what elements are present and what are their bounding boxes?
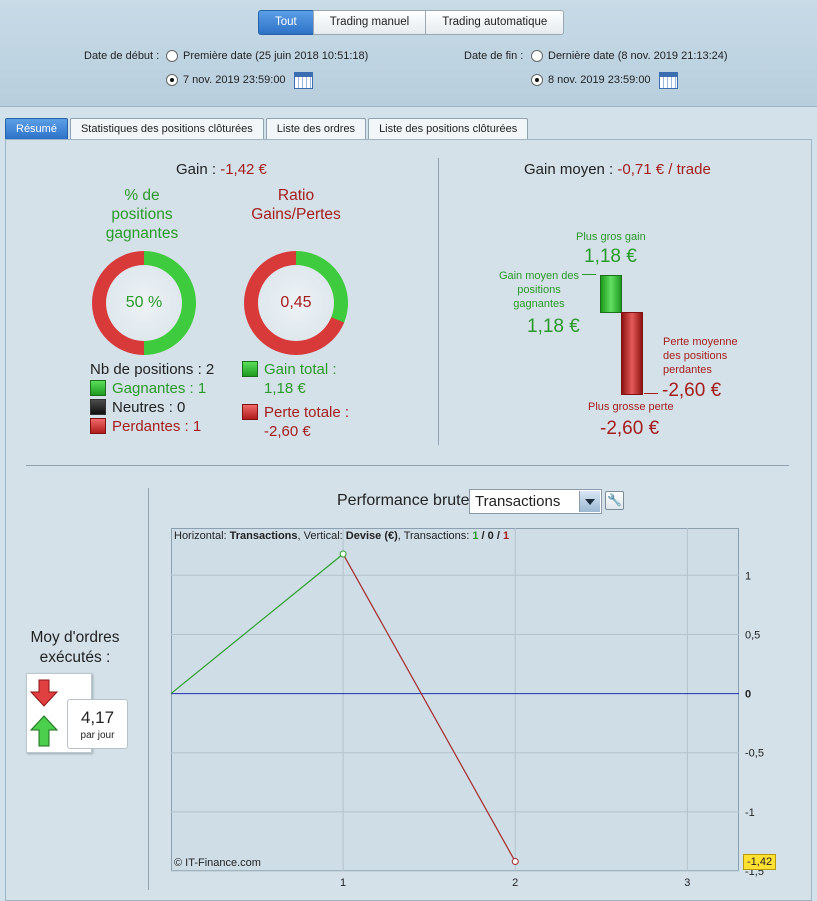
total-loss-value: -2,60 € [264, 423, 311, 440]
avg-win-label: Gain moyen des positions gagnantes [498, 270, 580, 310]
biggest-gain-value: 1,18 € [584, 246, 637, 267]
biggest-loss-value: -2,60 € [600, 418, 660, 439]
x-tick-label: 3 [684, 877, 690, 889]
total-gain-icon [242, 361, 258, 377]
chart-info-separator: / [493, 530, 503, 542]
chart-info-t-label: , Transactions: [397, 530, 473, 542]
section-divider [26, 465, 789, 466]
chart-info-v-label: , Vertical: [297, 530, 346, 542]
gain-label: Gain : [176, 161, 217, 178]
date-end-custom-radio[interactable] [531, 74, 543, 86]
ratio-value: 0,45 [258, 265, 334, 341]
avg-gain-header: Gain moyen : -0,71 € / trade [524, 161, 711, 178]
total-loss-icon [242, 404, 258, 420]
winning-legend-icon [90, 380, 106, 396]
total-loss-label: Perte totale : [264, 404, 350, 421]
ratio-title: Ratio Gains/Pertes [251, 187, 341, 223]
tab-closed-positions[interactable]: Liste des positions clôturées [368, 118, 529, 139]
y-tick-label: 0 [745, 689, 751, 701]
tab-orders[interactable]: Liste des ordres [265, 118, 367, 139]
tab-closed-stats[interactable]: Statistiques des positions clôturées [69, 118, 264, 139]
avg-gain-label: Gain moyen : [524, 161, 614, 178]
date-end-label: Date de fin : [464, 50, 524, 62]
avg-win-value: 1,18 € [527, 316, 580, 337]
losing-count: Perdantes : 1 [112, 418, 202, 435]
avg-loss-bar [621, 312, 643, 395]
avg-gain-value: -0,71 € / trade [617, 161, 711, 178]
y-tick-label: -0,5 [745, 748, 764, 760]
date-start-first-radio[interactable] [166, 50, 178, 62]
nb-positions: Nb de positions : 2 [90, 361, 215, 378]
y-tick-label: -1 [745, 807, 755, 819]
orders-value-card: 4,17 par jour [67, 699, 128, 749]
total-gain-value: 1,18 € [264, 380, 306, 397]
neutral-legend-icon [90, 399, 106, 415]
performance-chart: Horizontal: Transactions, Vertical: Devi… [171, 528, 739, 871]
date-end-last-label: Dernière date (8 nov. 2019 21:13:24) [548, 50, 728, 62]
chart-info-neutral-count: 0 [487, 530, 494, 542]
total-gain-label: Gain total : [264, 361, 337, 378]
losing-legend-icon [90, 418, 106, 434]
calendar-icon[interactable] [659, 72, 678, 89]
win-pct-donut: 50 % [92, 251, 196, 355]
chart-info-separator: / [478, 530, 488, 542]
y-tick-label: 0,5 [745, 629, 760, 641]
winning-count: Gagnantes : 1 [112, 380, 207, 397]
perf-mode-select[interactable]: Transactions [469, 489, 602, 514]
ratio-donut: 0,45 [244, 251, 348, 355]
chart-info-h-value: Transactions [229, 530, 298, 542]
calendar-icon[interactable] [294, 72, 313, 89]
perf-title: Performance brute [337, 492, 470, 509]
date-start-custom-radio[interactable] [166, 74, 178, 86]
date-end-custom-value: 8 nov. 2019 23:59:00 [548, 74, 651, 86]
chart-info-h-label: Horizontal: [174, 530, 230, 542]
chart-copyright: © IT-Finance.com [174, 857, 261, 869]
chevron-down-icon[interactable] [579, 491, 600, 512]
section-divider [438, 158, 439, 445]
arrow-icon [582, 274, 596, 275]
x-tick-label: 1 [340, 877, 346, 889]
biggest-loss-label: Plus grosse perte [588, 401, 674, 413]
date-start-custom-value: 7 nov. 2019 23:59:00 [183, 74, 286, 86]
wrench-icon[interactable]: 🔧 [605, 491, 624, 510]
buy-sell-arrows-icon [29, 679, 59, 747]
biggest-gain-label: Plus gros gain [576, 231, 646, 243]
orders-unit: par jour [80, 730, 115, 741]
data-point [511, 858, 519, 866]
pct-title: % de positions gagnantes [105, 187, 179, 242]
orders-label: Moy d'ordres exécutés : [30, 629, 120, 666]
chart-info-win-count: 1 [472, 530, 479, 542]
gain-value: -1,42 € [220, 161, 267, 178]
data-point [339, 550, 347, 558]
orders-value: 4,17 [80, 708, 115, 727]
chart-info-loss-count: 1 [502, 530, 510, 542]
x-tick-label: 2 [512, 877, 518, 889]
gain-header: Gain : -1,42 € [176, 161, 267, 178]
tab-bar: Résumé Statistiques des positions clôtur… [5, 118, 530, 139]
mode-selector: Tout Trading manuel Trading automatique [258, 10, 565, 35]
series-segment [170, 553, 344, 695]
mode-all-button[interactable]: Tout [258, 10, 314, 35]
date-end-last-radio[interactable] [531, 50, 543, 62]
date-start-first-label: Première date (25 juin 2018 10:51:18) [183, 50, 369, 62]
series-segment [342, 553, 516, 862]
y-tick-label: 1 [745, 570, 751, 582]
mode-manual-button[interactable]: Trading manuel [312, 10, 427, 35]
win-pct-value: 50 % [106, 265, 182, 341]
avg-loss-value: -2,60 € [662, 380, 722, 401]
last-value-tag: -1,42 [743, 853, 777, 870]
mode-auto-button[interactable]: Trading automatique [425, 10, 565, 35]
avg-win-bar [600, 275, 622, 313]
section-divider [148, 488, 149, 890]
perf-mode-value: Transactions [475, 493, 561, 510]
avg-loss-label: Perte moyenne des positions perdantes [663, 336, 738, 376]
neutral-count: Neutres : 0 [112, 399, 186, 416]
chart-info: Horizontal: Transactions, Vertical: Devi… [174, 530, 509, 542]
filter-bar: Tout Trading manuel Trading automatique … [0, 0, 817, 107]
arrow-icon [644, 393, 658, 394]
tab-summary[interactable]: Résumé [5, 118, 68, 139]
chart-info-v-value: Devise (€) [345, 530, 398, 542]
date-start-label: Date de début : [84, 50, 160, 62]
